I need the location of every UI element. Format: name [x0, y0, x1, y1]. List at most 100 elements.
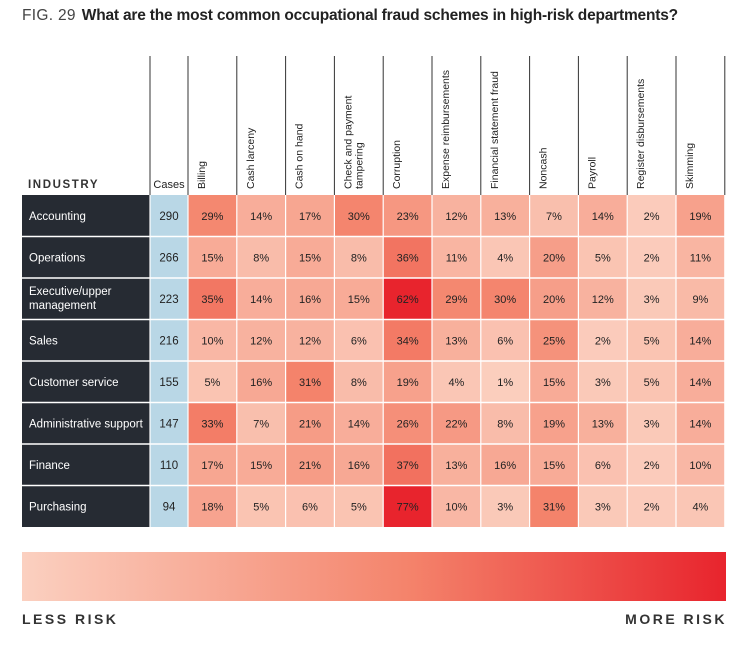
heat-cell-value: 13% — [592, 418, 614, 430]
heat-cell — [188, 361, 237, 403]
heat-cell — [236, 402, 286, 444]
heat-cell-value: 7% — [546, 211, 562, 223]
heat-cell-value: 15% — [348, 294, 370, 306]
cases-value: 110 — [160, 460, 178, 472]
column-header: Register disbursements — [635, 79, 647, 189]
heat-cell — [480, 361, 530, 403]
heat-cell — [676, 402, 725, 444]
heat-cell — [285, 236, 335, 278]
heat-cell-value: 2% — [595, 335, 611, 347]
column-header: Check and payment — [342, 96, 354, 189]
heat-cell-value: 4% — [497, 252, 513, 264]
figure-question: What are the most common occupational fr… — [81, 7, 678, 24]
heat-cell — [529, 278, 579, 320]
row-label: Sales — [29, 335, 58, 347]
heat-cell-value: 30% — [494, 294, 516, 306]
heat-cell — [236, 278, 286, 320]
heat-cell-value: 3% — [595, 377, 611, 389]
heat-cell-value: 14% — [689, 418, 711, 430]
heat-cell — [627, 319, 676, 361]
heat-cell-value: 5% — [351, 501, 367, 513]
heat-cell-value: 31% — [299, 377, 321, 389]
heat-cell — [383, 236, 432, 278]
heat-cell — [432, 485, 481, 527]
column-header: Noncash — [538, 147, 550, 189]
heat-cell-value: 4% — [448, 377, 464, 389]
heat-cell — [432, 402, 481, 444]
heat-cell — [627, 402, 676, 444]
heat-cell — [529, 236, 579, 278]
heat-cell-value: 6% — [497, 335, 513, 347]
column-header: Payroll — [586, 157, 598, 189]
heat-cell — [383, 402, 432, 444]
heat-cell-value: 25% — [543, 335, 565, 347]
heat-cell — [334, 402, 384, 444]
heat-cell — [334, 444, 384, 486]
heat-cell-value: 12% — [299, 335, 321, 347]
heat-cell-value: 14% — [689, 377, 711, 389]
row-label: Executive/upper — [29, 286, 112, 298]
heat-cell — [627, 236, 676, 278]
heat-cell-value: 8% — [351, 252, 367, 264]
heat-cell-value: 33% — [201, 418, 223, 430]
heat-cell-value: 4% — [692, 501, 708, 513]
heat-cell-value: 23% — [397, 211, 419, 223]
heat-cell-value: 10% — [689, 460, 711, 472]
heat-cell-value: 12% — [445, 211, 467, 223]
heat-cell — [676, 278, 725, 320]
heat-cell — [432, 278, 481, 320]
heat-cell — [627, 278, 676, 320]
heat-cell-value: 10% — [445, 501, 467, 513]
heat-cell — [529, 402, 579, 444]
heat-cell-value: 15% — [543, 377, 565, 389]
heat-cell-value: 16% — [299, 294, 321, 306]
heat-cell-value: 12% — [592, 294, 614, 306]
heat-cell — [529, 195, 579, 237]
heat-cell — [236, 485, 286, 527]
heat-cell-value: 16% — [250, 377, 272, 389]
heat-cell-value: 8% — [497, 418, 513, 430]
heat-cell — [334, 278, 384, 320]
heat-cell — [188, 444, 237, 486]
heat-cell-value: 2% — [644, 211, 660, 223]
heat-cell-value: 5% — [253, 501, 269, 513]
column-header: Cash larceny — [245, 127, 257, 189]
heat-cell — [236, 444, 286, 486]
heat-cell-value: 31% — [543, 501, 565, 513]
cases-cell — [150, 361, 188, 403]
row-label: Operations — [29, 252, 86, 264]
heat-cell-value: 3% — [497, 501, 513, 513]
heat-cell — [285, 278, 335, 320]
heat-cell-value: 13% — [494, 211, 516, 223]
heat-cell — [383, 278, 432, 320]
heat-cell-value: 1% — [497, 377, 513, 389]
heat-cell — [578, 195, 628, 237]
heat-cell — [236, 361, 286, 403]
heat-cell-value: 15% — [250, 460, 272, 472]
heat-cell — [480, 278, 530, 320]
heat-cell-value: 36% — [397, 252, 419, 264]
heat-cell-value: 15% — [201, 252, 223, 264]
cases-value: 290 — [159, 211, 178, 223]
heatmap-chart: INDUSTRY Cases Billing Cash larceny Cash on … — [22, 56, 726, 527]
heat-cell — [236, 195, 286, 237]
cases-cell — [150, 278, 188, 320]
heat-cell-value: 19% — [543, 418, 565, 430]
heat-cell — [529, 444, 579, 486]
heat-cell-value: 2% — [644, 252, 660, 264]
heat-cell-value: 19% — [689, 211, 711, 223]
row-label-cell — [22, 195, 150, 237]
heat-cell — [480, 402, 530, 444]
heat-cell — [676, 195, 725, 237]
legend-low-label: LESS RISK — [22, 611, 119, 627]
heat-cell-value: 26% — [397, 418, 419, 430]
heat-cell — [383, 361, 432, 403]
heat-cell-value: 18% — [201, 501, 223, 513]
heat-cell — [334, 319, 384, 361]
heat-cell — [578, 485, 628, 527]
cases-value: 266 — [159, 252, 178, 264]
heat-cell — [285, 402, 335, 444]
heat-cell-value: 5% — [644, 377, 660, 389]
row-label: management — [29, 300, 97, 312]
row-label: Administrative support — [29, 418, 144, 430]
